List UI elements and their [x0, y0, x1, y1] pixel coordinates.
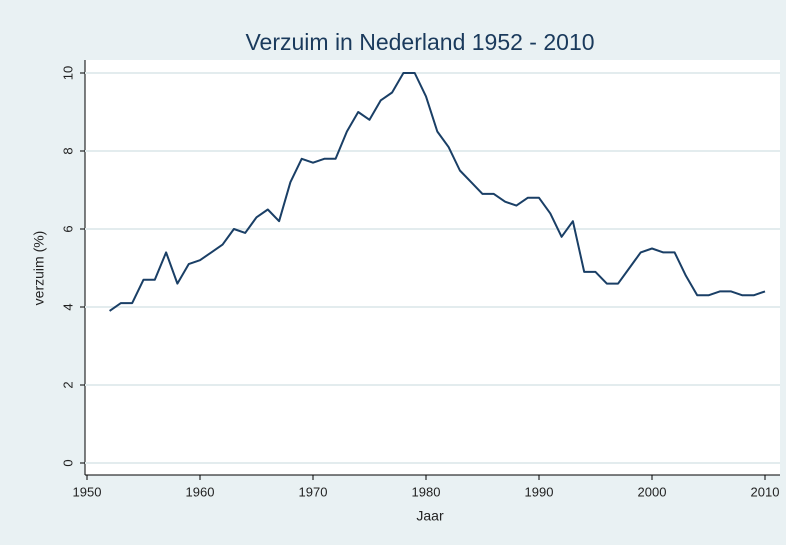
y-tick-label: 6 [60, 225, 75, 232]
y-tick-label: 4 [60, 303, 75, 310]
x-tick-label: 2010 [751, 484, 780, 499]
y-tick-label: 2 [60, 381, 75, 388]
x-tick-label: 1970 [299, 484, 328, 499]
x-tick-label: 1980 [412, 484, 441, 499]
y-tick-label: 10 [60, 66, 75, 80]
y-tick-label: 8 [60, 147, 75, 154]
x-tick-label: 1960 [186, 484, 215, 499]
plot-region [85, 60, 780, 475]
y-tick-label: 0 [60, 459, 75, 466]
x-tick-label: 1990 [525, 484, 554, 499]
x-tick-label: 2000 [638, 484, 667, 499]
chart-title: Verzuim in Nederland 1952 - 2010 [245, 29, 594, 55]
y-axis-label: verzuim (%) [31, 231, 47, 306]
x-tick-label: 1950 [73, 484, 102, 499]
data-line [109, 72, 766, 312]
x-axis-label: Jaar [416, 508, 444, 524]
